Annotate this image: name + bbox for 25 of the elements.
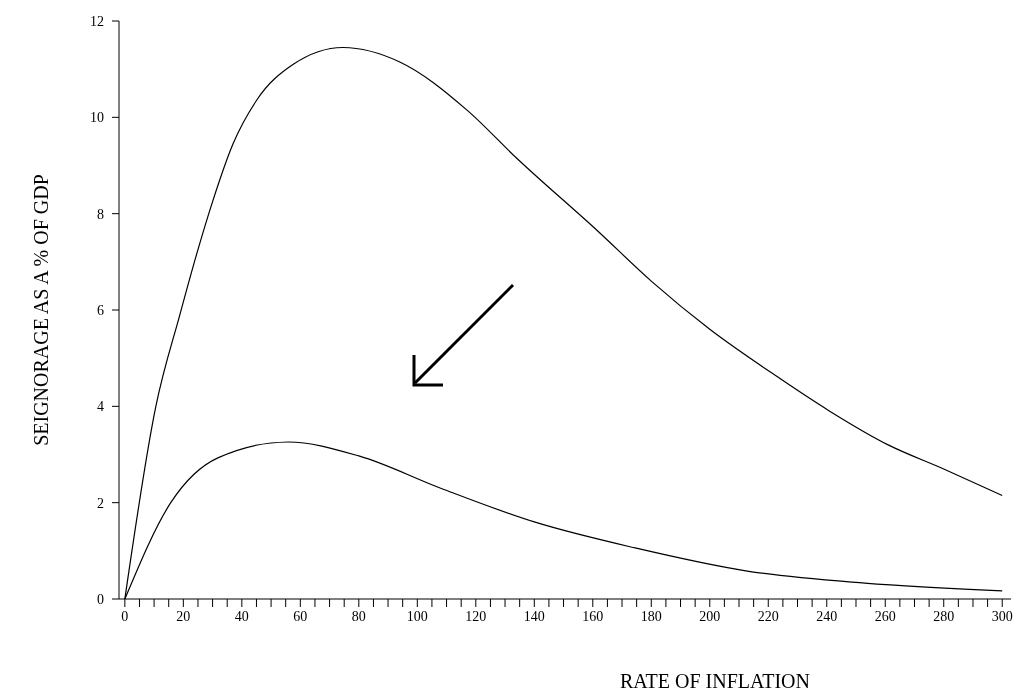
x-tick-label: 20 [176, 609, 191, 624]
x-tick-label: 160 [582, 609, 604, 624]
x-tick-label: 300 [991, 609, 1013, 624]
y-tick-label: 8 [97, 206, 104, 222]
y-axis-title: SEIGNORAGE AS A % OF GDP [30, 174, 52, 446]
x-tick-label: 80 [351, 609, 366, 624]
x-tick-label: 280 [933, 609, 955, 624]
x-tick-label: 220 [757, 609, 779, 624]
y-tick-label: 10 [90, 110, 104, 126]
x-tick-label: 240 [816, 609, 838, 624]
y-tick-label: 6 [97, 303, 104, 318]
x-axis-title: RATE OF INFLATION [620, 670, 810, 692]
x-tick-label: 40 [234, 609, 249, 624]
x-tick-label: 140 [523, 609, 545, 624]
x-tick-label: 120 [465, 609, 487, 624]
x-tick-label: 200 [699, 609, 721, 624]
x-tick-label: 100 [406, 609, 428, 624]
y-tick-label: 4 [97, 399, 104, 415]
x-tick-label: 180 [640, 609, 662, 624]
y-tick-label: 0 [97, 592, 104, 607]
x-tick-label: 260 [874, 609, 896, 624]
y-tick-label: 12 [90, 14, 104, 29]
y-tick-label: 2 [97, 495, 104, 511]
x-tick-label: 0 [121, 609, 129, 624]
x-tick-label: 60 [293, 609, 308, 624]
